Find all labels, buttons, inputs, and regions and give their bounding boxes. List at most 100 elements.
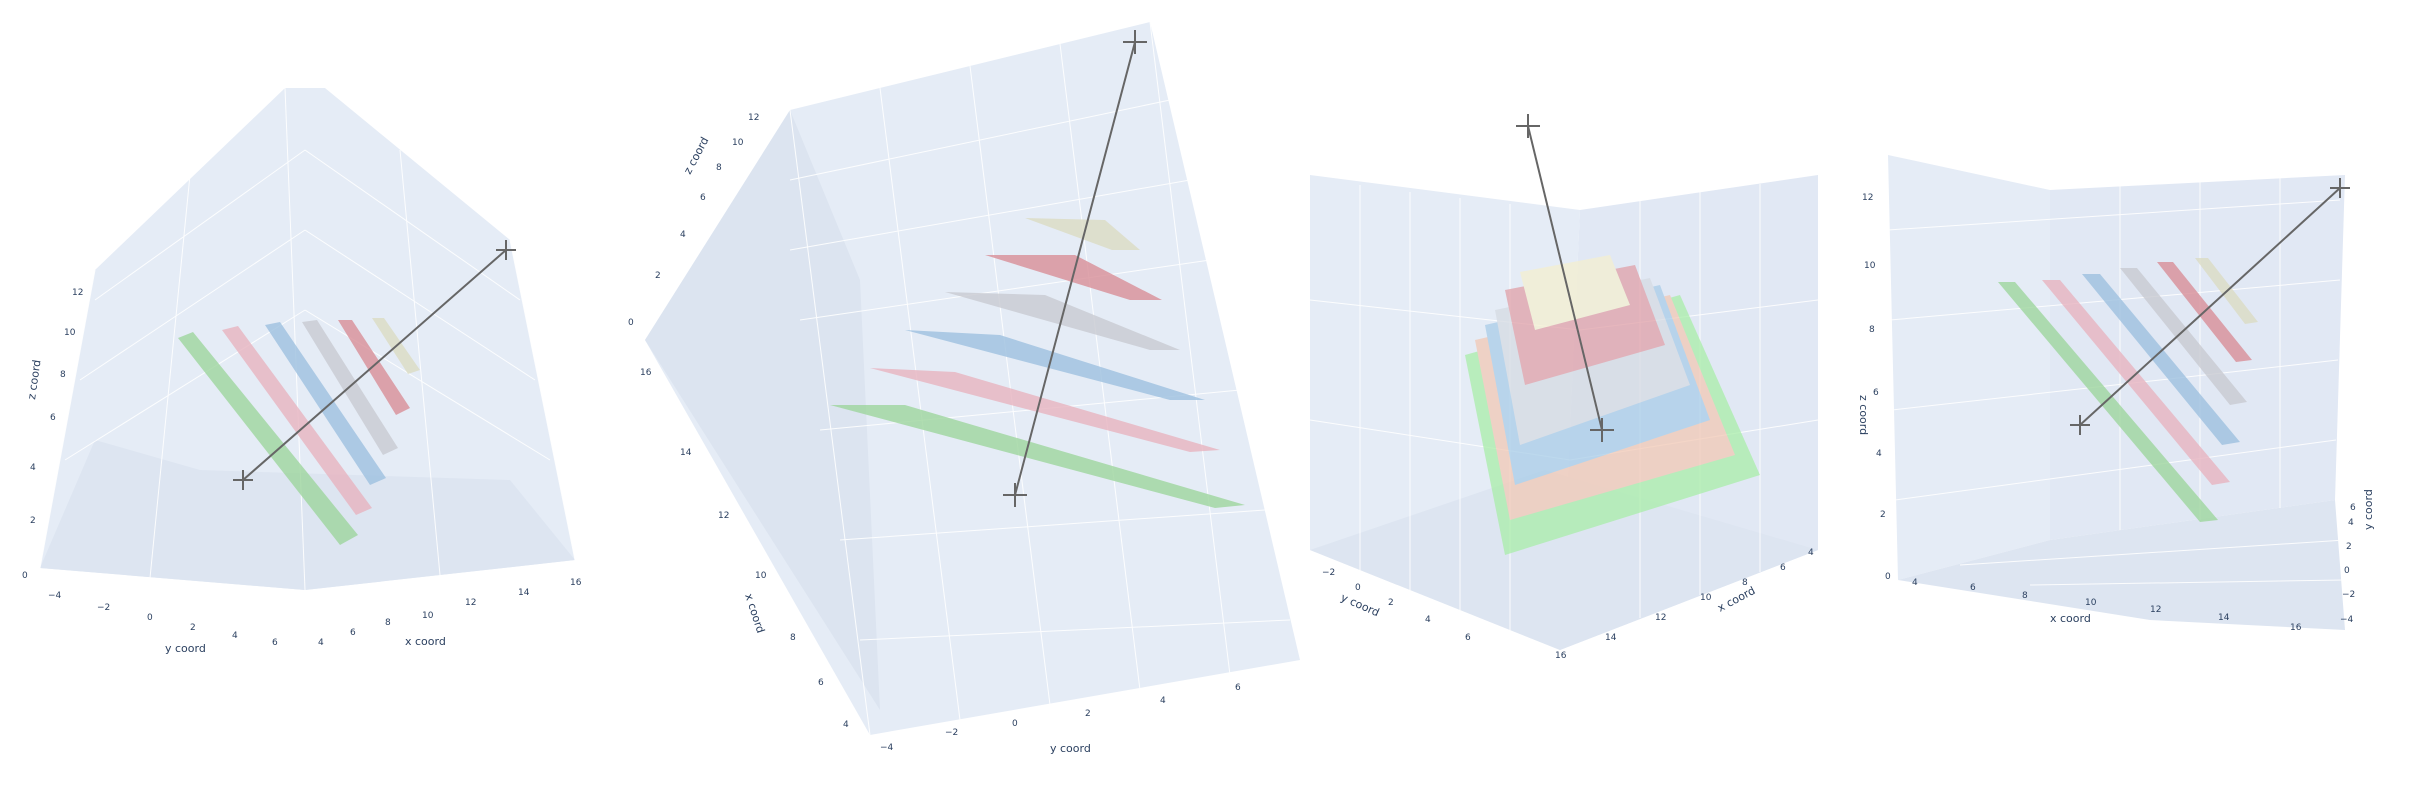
- svg-text:2: 2: [1880, 510, 1886, 520]
- plane-6: [1025, 218, 1140, 250]
- svg-text:8: 8: [1742, 578, 1748, 588]
- svg-text:2: 2: [655, 271, 661, 281]
- svg-text:0: 0: [1885, 572, 1891, 582]
- svg-text:12: 12: [1655, 613, 1666, 623]
- svg-text:2: 2: [2346, 542, 2352, 552]
- svg-text:6: 6: [1970, 583, 1976, 593]
- pane-floor: [1310, 470, 1818, 650]
- svg-text:12: 12: [748, 113, 759, 123]
- line-trace: [2070, 178, 2350, 435]
- svg-text:12: 12: [1862, 193, 1873, 203]
- plane-4: [945, 292, 1180, 350]
- svg-text:14: 14: [680, 448, 692, 458]
- svg-text:2: 2: [1085, 709, 1091, 719]
- svg-text:6: 6: [1465, 633, 1471, 643]
- z-ticks: 0 2 4 6 8 10 12: [628, 113, 759, 328]
- plane-2: [222, 326, 372, 515]
- plane-3: [265, 322, 386, 485]
- z-axis-title: z coord: [1857, 395, 1870, 435]
- z-axis-title: z coord: [25, 359, 43, 401]
- plane-1: [178, 332, 358, 545]
- svg-text:4: 4: [2348, 518, 2354, 528]
- svg-text:−4: −4: [880, 743, 894, 753]
- svg-text:12: 12: [465, 598, 476, 608]
- svg-text:10: 10: [1700, 593, 1712, 603]
- z-ticks: 0 2 4 6 8 10 12: [1862, 193, 1891, 582]
- pane-left: [1888, 155, 2050, 580]
- z-axis-title: z coord: [681, 135, 711, 177]
- svg-text:−4: −4: [2340, 615, 2354, 625]
- planes: [178, 318, 420, 545]
- svg-text:6: 6: [350, 628, 356, 638]
- svg-text:10: 10: [755, 571, 767, 581]
- svg-text:4: 4: [232, 631, 238, 641]
- svg-text:4: 4: [318, 638, 324, 648]
- svg-text:6: 6: [1235, 683, 1241, 693]
- svg-text:6: 6: [818, 678, 824, 688]
- svg-text:16: 16: [2290, 623, 2302, 633]
- svg-text:10: 10: [422, 611, 434, 621]
- plane-1: [1998, 282, 2218, 522]
- svg-text:16: 16: [570, 578, 582, 588]
- pane-side: [645, 110, 880, 710]
- svg-text:16: 16: [1555, 651, 1567, 661]
- svg-text:4: 4: [1912, 578, 1918, 588]
- x-ticks: 4 6 8 10 12 14 16: [318, 578, 582, 648]
- svg-text:14: 14: [1605, 633, 1617, 643]
- svg-text:2: 2: [190, 623, 196, 633]
- x-axis-title: x coord: [1715, 584, 1757, 615]
- svg-text:4: 4: [1808, 548, 1814, 558]
- y-axis-title: y coord: [1339, 591, 1382, 619]
- svg-text:10: 10: [732, 138, 744, 148]
- svg-text:−2: −2: [2342, 590, 2355, 600]
- svg-text:−4: −4: [48, 591, 62, 601]
- x-axis-title: x coord: [742, 592, 767, 635]
- x-axis-title: x coord: [2050, 612, 2091, 625]
- svg-text:10: 10: [64, 328, 76, 338]
- svg-text:4: 4: [1876, 449, 1882, 459]
- y-ticks: −4 −2 0 2 4 6: [2340, 503, 2356, 625]
- svg-text:8: 8: [2022, 591, 2028, 601]
- plane-5: [338, 320, 410, 415]
- y-axis-title: y coord: [2362, 489, 2375, 530]
- svg-text:10: 10: [2085, 598, 2097, 608]
- svg-text:12: 12: [718, 511, 729, 521]
- x-ticks: 16 14 12 10 8 6 4: [1555, 548, 1814, 661]
- svg-text:0: 0: [1355, 583, 1361, 593]
- plane-3: [905, 330, 1205, 400]
- svg-text:4: 4: [1160, 696, 1166, 706]
- svg-text:8: 8: [60, 370, 66, 380]
- svg-text:8: 8: [716, 163, 722, 173]
- y-ticks: −4 −2 0 2 4 6: [880, 683, 1241, 753]
- line-trace: [233, 240, 516, 490]
- gridlines: [39, 87, 576, 591]
- svg-text:2: 2: [30, 516, 36, 526]
- svg-text:4: 4: [680, 230, 686, 240]
- planes: [830, 218, 1245, 508]
- line-trace: [1516, 114, 1614, 442]
- svg-text:2: 2: [1388, 598, 1394, 608]
- svg-text:0: 0: [2344, 566, 2350, 576]
- svg-text:6: 6: [2350, 503, 2356, 513]
- svg-text:−2: −2: [945, 728, 958, 738]
- svg-text:4: 4: [30, 463, 36, 473]
- svg-text:−2: −2: [1322, 568, 1335, 578]
- x-ticks: 16 14 12 10 8 6 4: [640, 368, 849, 730]
- y-axis-title: y coord: [165, 642, 206, 655]
- plane-3: [2082, 274, 2240, 445]
- svg-text:12: 12: [72, 288, 83, 298]
- plane-1: [830, 405, 1245, 508]
- svg-text:10: 10: [1864, 261, 1876, 271]
- scene-3[interactable]: −2 0 2 4 6 y coord 16 14 12 10 8 6 4 x coord: [1309, 114, 1819, 661]
- svg-text:6: 6: [700, 193, 706, 203]
- svg-text:14: 14: [518, 588, 530, 598]
- scene-1[interactable]: 0 2 4 6 8 10 12 z coord −4 −2 0 2 4 6 y coord 4 6 8…: [22, 87, 582, 655]
- svg-text:6: 6: [1873, 388, 1879, 398]
- x-axis-title: x coord: [405, 635, 446, 648]
- svg-text:0: 0: [147, 613, 153, 623]
- pane-floor: [1898, 500, 2345, 630]
